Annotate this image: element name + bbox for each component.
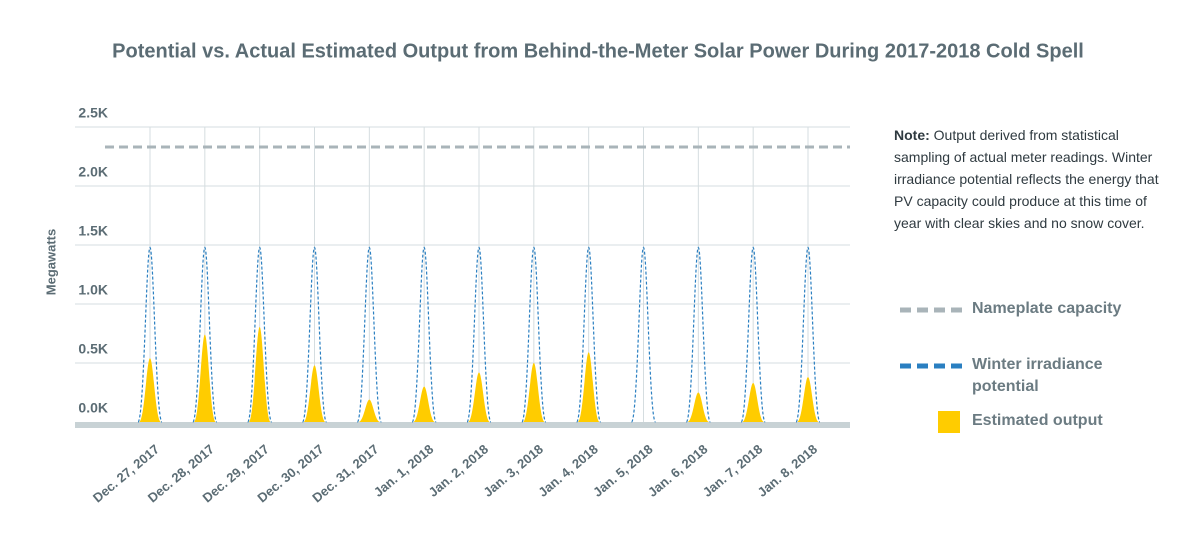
legend: Nameplate capacity Winter irradiance pote… xyxy=(900,298,1190,466)
potential-peak xyxy=(192,246,218,423)
potential-peak xyxy=(740,246,766,423)
note-text: Output derived from statistical sampling… xyxy=(894,127,1159,231)
x-tick-label: Jan. 5, 2018 xyxy=(590,441,656,499)
output-peak xyxy=(522,363,545,422)
potential-peak xyxy=(466,246,492,423)
legend-swatch xyxy=(900,363,962,369)
x-axis xyxy=(75,422,850,428)
y-axis-label: Megawatts xyxy=(43,229,58,295)
y-tick-label: 0.0K xyxy=(78,400,108,416)
legend-label: Estimated output xyxy=(972,412,1103,429)
potential-peak xyxy=(685,246,711,423)
output-peak xyxy=(248,327,271,422)
x-tick-label: Jan. 3, 2018 xyxy=(480,441,546,499)
legend-swatch xyxy=(938,411,960,433)
x-tick-label: Jan. 2, 2018 xyxy=(426,441,492,499)
legend-item: Nameplate capacity xyxy=(900,298,1190,354)
y-tick-label: 2.5K xyxy=(78,105,108,121)
output-peak xyxy=(303,365,326,422)
potential-peak xyxy=(247,246,273,423)
output-peak xyxy=(577,352,600,422)
y-tick-label: 1.5K xyxy=(78,223,108,239)
x-tick-label: Jan. 4, 2018 xyxy=(535,441,601,499)
output-peak xyxy=(193,334,216,422)
y-tick-label: 1.0K xyxy=(78,282,108,298)
output-peak xyxy=(413,386,436,422)
legend-swatch xyxy=(900,307,962,313)
note: Note: Output derived from statistical sa… xyxy=(894,124,1169,234)
potential-peak xyxy=(630,246,657,423)
chart-title: Potential vs. Actual Estimated Output fr… xyxy=(112,40,1084,62)
output-peak xyxy=(687,392,710,422)
x-tick-label: Jan. 1, 2018 xyxy=(371,441,437,499)
potential-peak xyxy=(795,246,821,423)
potential-peak xyxy=(411,246,437,423)
y-tick-label: 0.5K xyxy=(78,341,108,357)
output-peak xyxy=(468,372,490,422)
potential-peak xyxy=(356,246,382,423)
output-peak xyxy=(358,399,381,422)
output-peak xyxy=(797,377,819,422)
output-peak xyxy=(139,358,161,422)
output-peak xyxy=(742,383,765,422)
legend-label: Winter irradiance potential xyxy=(972,356,1103,395)
potential-peak xyxy=(521,246,547,423)
potential-peak xyxy=(301,246,328,423)
swatch xyxy=(938,411,960,433)
potential-peak xyxy=(576,246,602,423)
legend-item: Estimated output xyxy=(900,410,1190,466)
x-tick-label: Jan. 8, 2018 xyxy=(755,441,821,499)
x-tick-label: Jan. 7, 2018 xyxy=(700,441,766,499)
note-label: Note: xyxy=(894,127,930,143)
legend-label: Nameplate capacity xyxy=(972,300,1122,317)
legend-item: Winter irradiance potential xyxy=(900,354,1190,410)
y-tick-label: 2.0K xyxy=(78,164,108,180)
x-tick-label: Jan. 6, 2018 xyxy=(645,441,711,499)
potential-peak xyxy=(137,246,163,423)
